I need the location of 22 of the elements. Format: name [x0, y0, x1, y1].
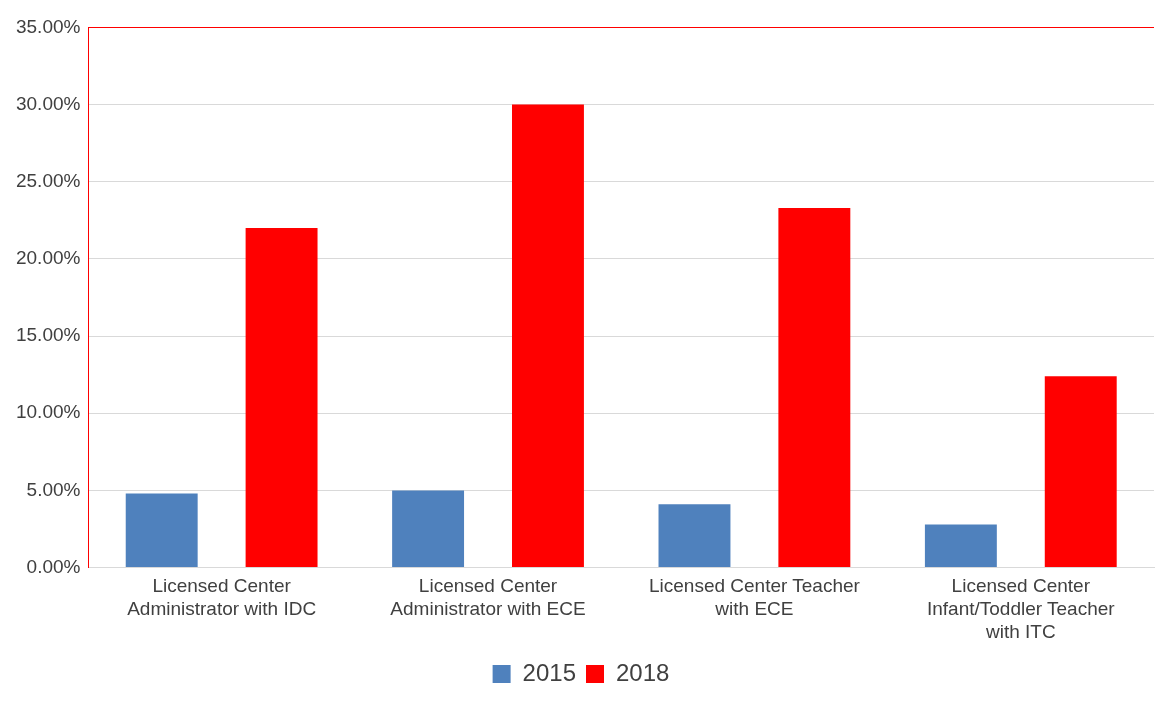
bar: [512, 104, 584, 568]
y-tick-label: 20.00%: [15, 247, 81, 269]
bar: [125, 493, 198, 568]
x-tick-label: Licensed Center Administrator with IDC: [127, 575, 317, 620]
legend-label: 2015: [522, 658, 576, 686]
x-tick-label: Licensed Center Infant/Toddler Teacher with ITC: [926, 575, 1116, 642]
bar: [392, 490, 465, 568]
y-tick-label: 35.00%: [15, 15, 81, 37]
legend-label: 2018: [616, 658, 670, 686]
bar: [245, 228, 318, 568]
x-tick-label: Licensed Center Teacher with ECE: [648, 575, 861, 620]
y-tick-label: 15.00%: [15, 324, 81, 346]
y-tick-label: 10.00%: [15, 401, 81, 423]
y-tick-label: 5.00%: [26, 478, 81, 500]
y-tick-label: 30.00%: [15, 92, 81, 114]
bar: [658, 504, 731, 568]
y-tick-label: 0.00%: [26, 555, 81, 577]
bar: [924, 524, 997, 568]
bar: [1044, 376, 1117, 568]
x-tick-label: Licensed Center Administrator with ECE: [390, 575, 586, 620]
y-tick-label: 25.00%: [15, 169, 81, 191]
bar: [778, 207, 851, 568]
